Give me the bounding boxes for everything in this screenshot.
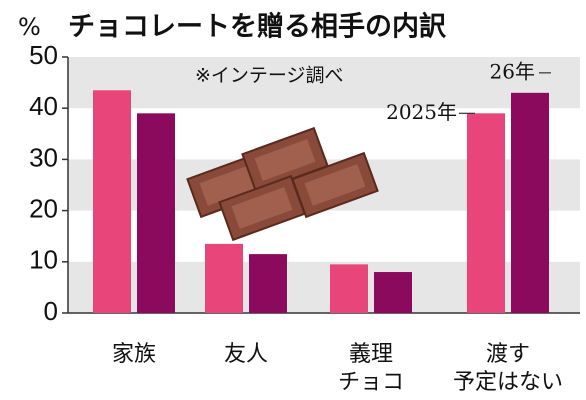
bar	[467, 113, 505, 313]
y-tick-label: 30	[29, 142, 58, 172]
y-tick-label: 40	[29, 91, 58, 121]
x-tick-label: チョコ	[338, 370, 404, 395]
bar	[205, 243, 243, 313]
y-axis-label: %	[18, 13, 41, 41]
x-tick-label: 家族	[112, 342, 156, 367]
chart-title: チョコレートを贈る相手の内訳	[68, 11, 447, 43]
y-tick-label: 20	[29, 193, 58, 223]
bar	[249, 254, 287, 313]
y-tick-label: 0	[44, 296, 58, 326]
y-tick-label: 50	[29, 40, 58, 70]
y-tick-label: 10	[29, 245, 58, 275]
chocolate-illustration	[186, 126, 379, 242]
grid-band	[68, 57, 580, 109]
x-tick-label: 義理	[349, 342, 393, 367]
x-tick-label: 渡す	[486, 342, 530, 367]
legend-label: 2025年	[386, 100, 457, 124]
annotation: ※インテージ調べ	[195, 65, 344, 87]
bar	[374, 272, 412, 313]
bar	[93, 90, 131, 313]
x-tick-label: 予定はない	[453, 370, 563, 395]
bar	[511, 92, 549, 313]
bar	[330, 264, 368, 313]
x-tick-label: 友人	[224, 342, 268, 367]
bar	[137, 113, 175, 313]
legend-label: 26年	[490, 59, 535, 83]
